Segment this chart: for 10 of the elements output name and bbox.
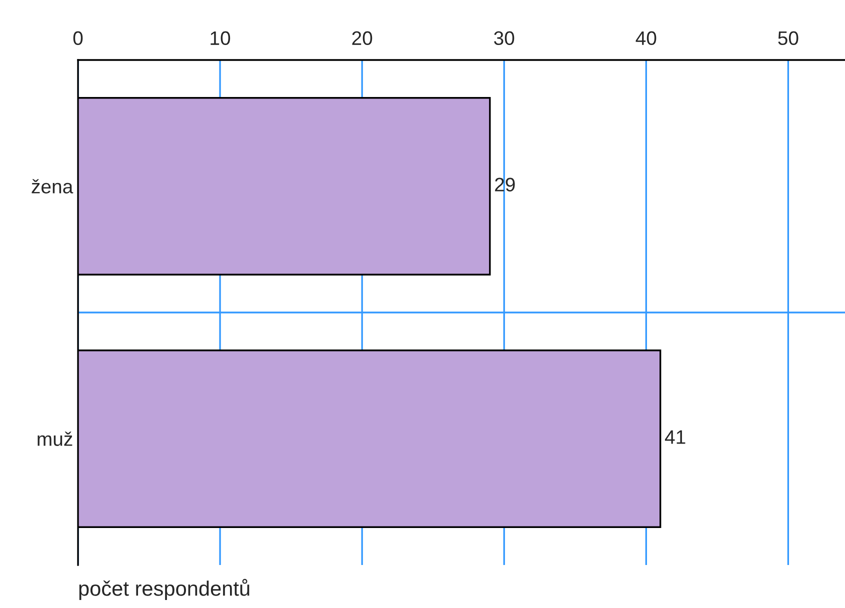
y-tick-label: žena (32, 179, 74, 194)
data-label: 41 (664, 430, 686, 444)
x-tick-label: 50 (778, 31, 798, 46)
x-axis-title: počet respondentů (79, 578, 250, 600)
x-tick-label: 10 (210, 31, 230, 46)
x-tick-label: 30 (494, 31, 514, 46)
x-tick-label: 40 (636, 31, 656, 46)
y-tick-label: muž (38, 432, 72, 446)
x-tick-label: 0 (73, 31, 83, 46)
x-tick-label: 20 (352, 31, 372, 46)
